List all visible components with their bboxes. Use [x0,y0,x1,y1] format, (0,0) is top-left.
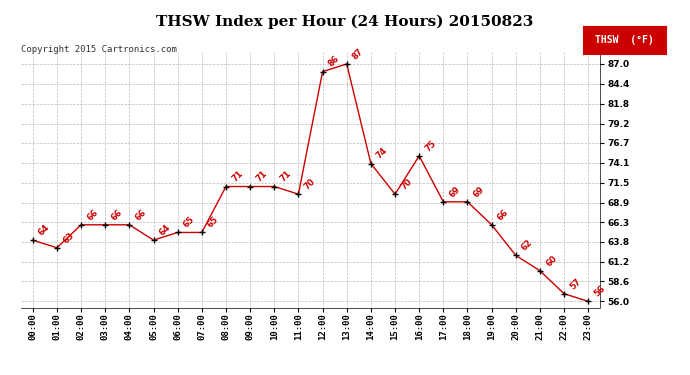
Text: 56: 56 [593,284,607,298]
Text: 87: 87 [351,47,366,61]
Text: 70: 70 [400,177,414,191]
Text: 65: 65 [182,215,197,229]
Text: 71: 71 [255,169,269,184]
Text: 62: 62 [520,238,535,253]
Text: 71: 71 [279,169,293,184]
Text: 60: 60 [544,254,559,268]
Text: 71: 71 [230,169,245,184]
Text: 86: 86 [327,54,342,69]
Text: 69: 69 [472,184,486,199]
Text: 64: 64 [158,223,172,237]
Text: THSW Index per Hour (24 Hours) 20150823: THSW Index per Hour (24 Hours) 20150823 [157,15,533,29]
Text: 66: 66 [134,207,148,222]
Text: THSW  (°F): THSW (°F) [595,35,654,45]
Text: 66: 66 [86,207,100,222]
Text: 66: 66 [110,207,124,222]
Text: 75: 75 [424,138,438,153]
Text: 74: 74 [375,146,390,161]
Text: 65: 65 [206,215,221,229]
Text: 57: 57 [569,276,583,291]
Text: 66: 66 [496,207,511,222]
Text: 64: 64 [37,223,52,237]
Text: 69: 69 [448,184,462,199]
Text: 70: 70 [303,177,317,191]
Text: 63: 63 [61,230,76,245]
Text: Copyright 2015 Cartronics.com: Copyright 2015 Cartronics.com [21,45,177,54]
